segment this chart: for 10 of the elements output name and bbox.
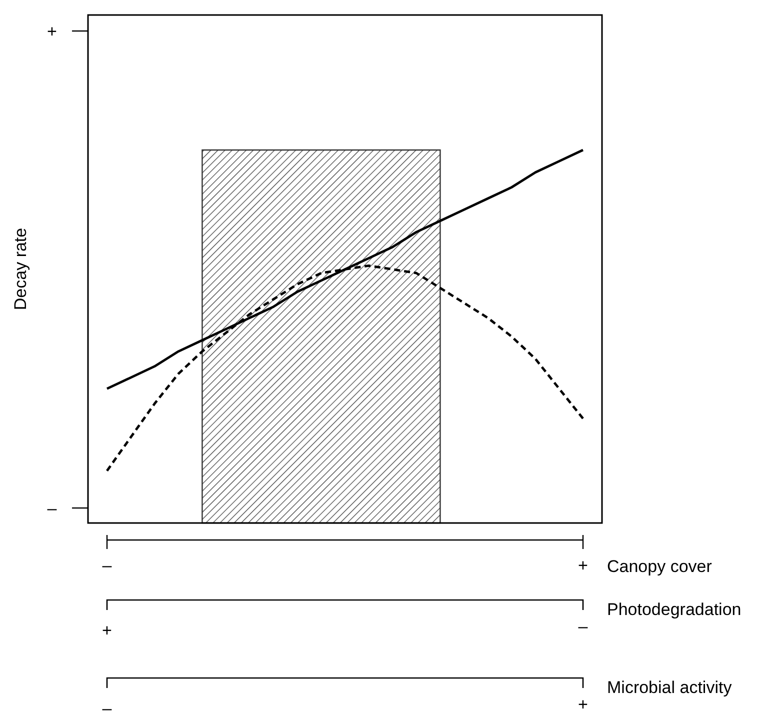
text: +: [578, 695, 588, 714]
text: +: [47, 22, 58, 41]
text: –: [102, 699, 112, 715]
text: –: [578, 617, 588, 636]
y-axis-title: Decay rate: [11, 228, 30, 310]
text: Microbial activity: [607, 678, 732, 697]
text: Photodegradation: [607, 600, 742, 619]
text: –: [47, 499, 58, 518]
text: +: [102, 621, 112, 640]
x-axis-title: Canopy cover: [607, 557, 712, 576]
